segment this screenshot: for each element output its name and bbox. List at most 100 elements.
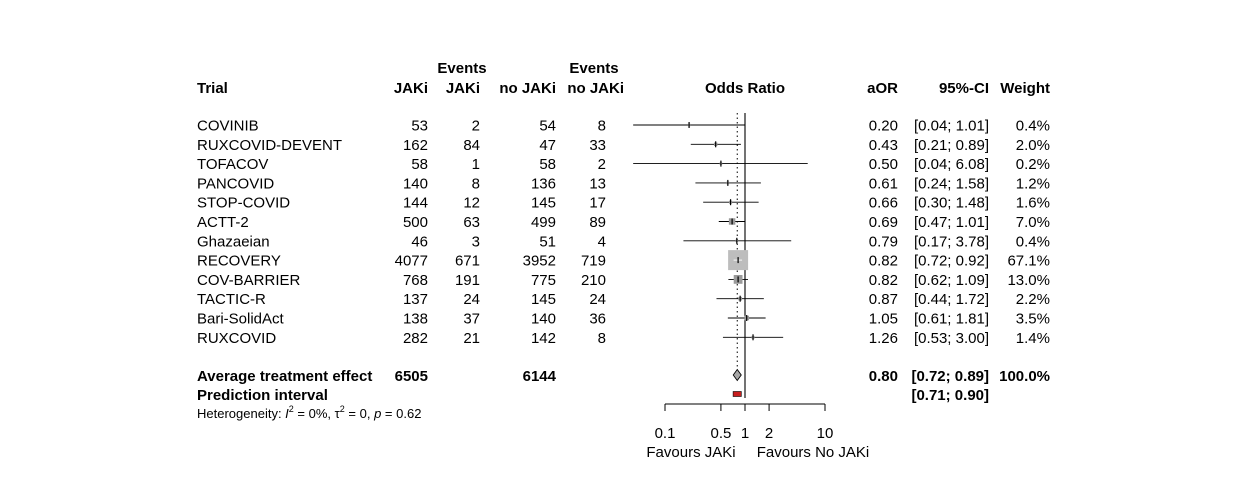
weight-value: 0.4%: [1016, 233, 1050, 250]
weight-value: 2.2%: [1016, 291, 1050, 308]
jaki-total: 58: [411, 156, 428, 173]
summary-aor: 0.80: [869, 368, 898, 385]
nojaki-total: 54: [539, 118, 556, 135]
jaki-events: 2: [472, 118, 480, 135]
summary-nojaki-total: 6144: [523, 368, 557, 385]
nojaki-events: 4: [598, 233, 606, 250]
ci-value: [0.61; 1.81]: [914, 311, 989, 328]
nojaki-events: 36: [589, 311, 606, 328]
jaki-total: 500: [403, 214, 428, 231]
trial-name: STOP-COVID: [197, 195, 290, 212]
trial-name: PANCOVID: [197, 175, 274, 192]
tau-superscript: 2: [340, 404, 345, 414]
jaki-events: 8: [472, 175, 480, 192]
jaki-total: 4077: [395, 253, 428, 270]
header-nojaki-events: no JAKi: [567, 80, 624, 97]
jaki-total: 46: [411, 233, 428, 250]
summary-diamond: [732, 368, 742, 382]
jaki-events: 21: [463, 330, 480, 347]
summary-ci: [0.72; 0.89]: [911, 368, 989, 385]
summary-row: Average treatment effect 6505 6144 0.80 …: [197, 368, 1050, 404]
study-row: COVINIB 53 2 54 8 0.20 [0.04; 1.01] 0.4%: [197, 118, 1050, 135]
x-tick-label: 10: [817, 425, 834, 442]
nojaki-events: 17: [589, 195, 606, 212]
study-row: RUXCOVID 282 21 142 8 1.26 [0.53; 3.00] 1.4%: [197, 330, 1050, 347]
ci-value: [0.62; 1.09]: [914, 272, 989, 289]
study-row: RUXCOVID-DEVENT 162 84 47 33 0.43 [0.21; 0.89]…: [197, 137, 1050, 154]
aor-value: 0.79: [869, 233, 898, 250]
heterogeneity-text: Heterogeneity: I2 = 0%, τ2 = 0, p = 0.62: [197, 404, 421, 421]
nojaki-total: 136: [531, 175, 556, 192]
nojaki-events: 13: [589, 175, 606, 192]
x-axis-labels: 0.1 0.5 1 2 10: [655, 425, 834, 442]
weight-value: 0.4%: [1016, 118, 1050, 135]
nojaki-total: 3952: [523, 253, 556, 270]
nojaki-total: 142: [531, 330, 556, 347]
x-tick-label: 0.1: [655, 425, 676, 442]
header-weight: Weight: [1000, 80, 1050, 97]
trial-name: RUXCOVID-DEVENT: [197, 137, 342, 154]
weight-value: 7.0%: [1016, 214, 1050, 231]
p-symbol: p: [373, 406, 381, 421]
jaki-events: 191: [455, 272, 480, 289]
weight-value: 0.2%: [1016, 156, 1050, 173]
aor-value: 0.82: [869, 253, 898, 270]
jaki-events: 1: [472, 156, 480, 173]
nojaki-events: 2: [598, 156, 606, 173]
ci-value: [0.04; 6.08]: [914, 156, 989, 173]
weight-value: 1.6%: [1016, 195, 1050, 212]
study-row: TOFACOV 58 1 58 2 0.50 [0.04; 6.08] 0.2%: [197, 156, 1050, 173]
trial-name: TACTIC-R: [197, 291, 266, 308]
p-value: = 0.62: [381, 406, 421, 421]
aor-value: 0.61: [869, 175, 898, 192]
favours-nojaki-label: Favours No JAKi: [757, 444, 870, 461]
study-row: ACTT-2 500 63 499 89 0.69 [0.47; 1.01] 7.0%: [197, 214, 1050, 231]
jaki-events: 671: [455, 253, 480, 270]
aor-value: 0.20: [869, 118, 898, 135]
jaki-events: 3: [472, 233, 480, 250]
study-row: STOP-COVID 144 12 145 17 0.66 [0.30; 1.48] 1.6%: [197, 195, 1050, 212]
summary-label: Average treatment effect: [197, 368, 372, 385]
nojaki-total: 58: [539, 156, 556, 173]
x-tick-label: 0.5: [710, 425, 731, 442]
header-ci: 95%-CI: [939, 80, 989, 97]
ci-value: [0.24; 1.58]: [914, 175, 989, 192]
heterogeneity-prefix: Heterogeneity:: [197, 406, 285, 421]
nojaki-events: 8: [598, 118, 606, 135]
ci-value: [0.21; 0.89]: [914, 137, 989, 154]
jaki-total: 768: [403, 272, 428, 289]
study-row: RECOVERY 4077 671 3952 719 0.82 [0.72; 0.92] 67…: [197, 253, 1050, 270]
aor-value: 0.43: [869, 137, 898, 154]
jaki-events: 37: [463, 311, 480, 328]
aor-value: 0.66: [869, 195, 898, 212]
aor-value: 0.82: [869, 272, 898, 289]
study-row: Bari-SolidAct 138 37 140 36 1.05 [0.61; 1.81] 3…: [197, 311, 1050, 328]
trial-name: COV-BARRIER: [197, 272, 301, 289]
i2-symbol: I: [285, 406, 289, 421]
trial-name: RUXCOVID: [197, 330, 276, 347]
trial-name: TOFACOV: [197, 156, 268, 173]
tau-symbol: τ: [335, 406, 341, 421]
jaki-events: 63: [463, 214, 480, 231]
jaki-events: 24: [463, 291, 480, 308]
jaki-total: 144: [403, 195, 428, 212]
jaki-events: 12: [463, 195, 480, 212]
jaki-total: 53: [411, 118, 428, 135]
ci-value: [0.44; 1.72]: [914, 291, 989, 308]
nojaki-total: 145: [531, 291, 556, 308]
header-jaki-total: JAKi: [394, 80, 428, 97]
jaki-total: 282: [403, 330, 428, 347]
ci-value: [0.72; 0.92]: [914, 253, 989, 270]
header-aor: aOR: [867, 80, 898, 97]
study-row: PANCOVID 140 8 136 13 0.61 [0.24; 1.58] 1.2%: [197, 175, 1050, 192]
jaki-total: 140: [403, 175, 428, 192]
forest-graphics: [633, 113, 826, 411]
aor-value: 1.05: [869, 311, 898, 328]
nojaki-events: 33: [589, 137, 606, 154]
weight-value: 1.2%: [1016, 175, 1050, 192]
nojaki-events: 210: [581, 272, 606, 289]
weight-value: 1.4%: [1016, 330, 1050, 347]
ci-value: [0.04; 1.01]: [914, 118, 989, 135]
prediction-ci: [0.71; 0.90]: [911, 387, 989, 404]
